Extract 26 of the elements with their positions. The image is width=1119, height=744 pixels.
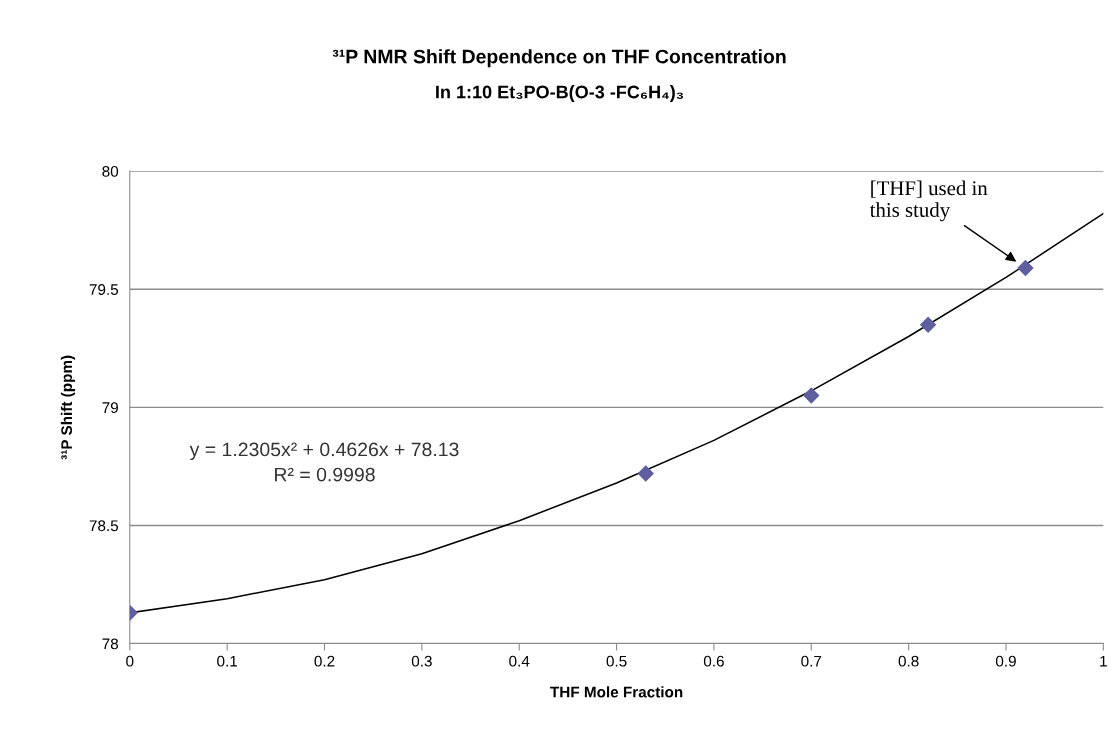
annotation: y = 1.2305x² + 0.4626x + 78.13 R² = 0.9998 <box>189 442 459 482</box>
x-tick-label: 1 <box>1100 655 1107 667</box>
x-tick-label: 0 <box>126 655 134 667</box>
x-tick-label: 0.3 <box>411 655 432 667</box>
chart-subtitle: In 1:10 Et₃PO-B(O-3 -FC₆H₄)₃ <box>436 85 684 102</box>
x-tick-label: 0.5 <box>606 655 627 667</box>
point <box>803 387 820 404</box>
point <box>637 465 654 482</box>
chart-title: ³¹P NMR Shift Dependence on THF Concentration <box>332 49 786 68</box>
x-tick-label: 0.9 <box>995 655 1016 667</box>
point <box>1017 259 1034 277</box>
y-tick-label: 79 <box>102 402 118 414</box>
y-tick-label: 80 <box>102 165 119 177</box>
x-axis-title: THF Mole Fraction <box>550 686 683 698</box>
y-tick-label: 79.5 <box>89 284 119 295</box>
x-tick-label: 0.8 <box>898 655 919 667</box>
y-tick-label: 78.5 <box>89 520 119 532</box>
y-axis-title: ³¹P Shift (ppm) <box>60 355 76 460</box>
point <box>919 316 937 333</box>
annotation: [THF] used in this study <box>869 180 988 222</box>
y-tick-label: 78 <box>102 638 119 650</box>
x-tick-label: 0.1 <box>217 655 238 667</box>
x-tick-label: 0.7 <box>801 655 822 667</box>
x-tick-label: 0.4 <box>509 655 530 667</box>
x-tick-label: 0.2 <box>314 655 335 667</box>
x-tick-label: 0.6 <box>703 655 724 667</box>
